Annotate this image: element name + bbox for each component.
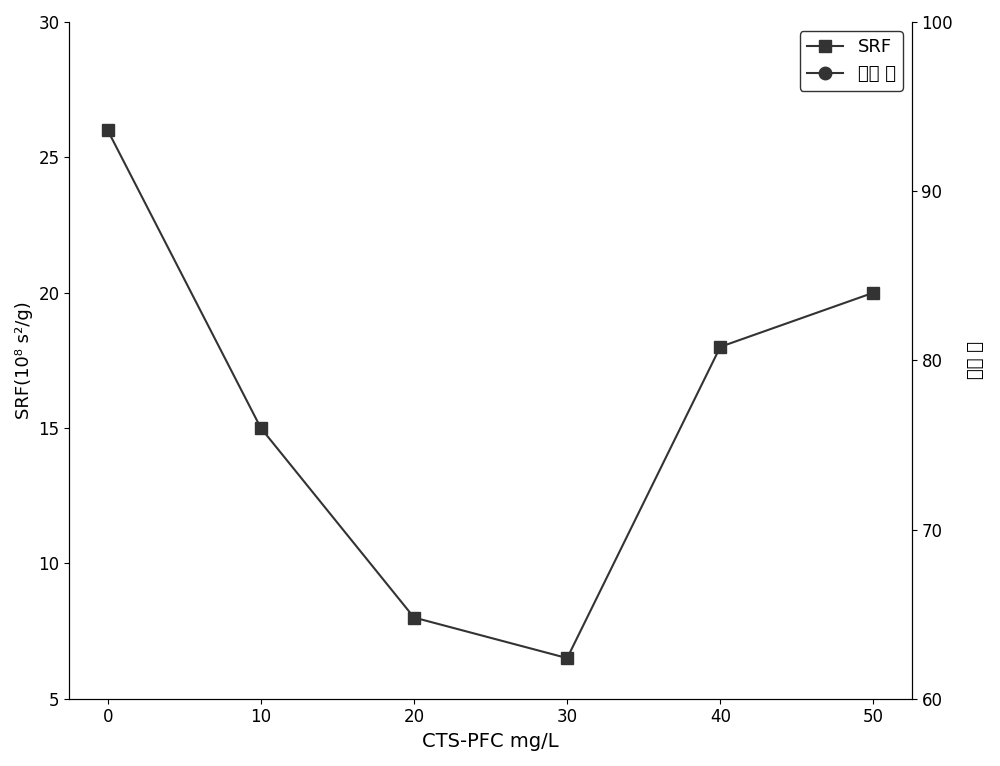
SRF (408, 613, 420, 622)
SRF (561, 653, 573, 663)
SRF (102, 126, 114, 135)
X-axis label: CTS-PFC mg/L: CTS-PFC mg/L (422, 732, 559, 751)
Y-axis label: SRF(10⁸ s²/g): SRF(10⁸ s²/g) (15, 302, 33, 419)
SRF (255, 424, 267, 433)
SRF (714, 342, 726, 352)
SRF (867, 288, 879, 297)
Y-axis label: 含水 率: 含水 率 (967, 342, 985, 379)
Legend: SRF, 含水 率: SRF, 含水 率 (800, 31, 903, 90)
Line: SRF: SRF (101, 124, 880, 664)
